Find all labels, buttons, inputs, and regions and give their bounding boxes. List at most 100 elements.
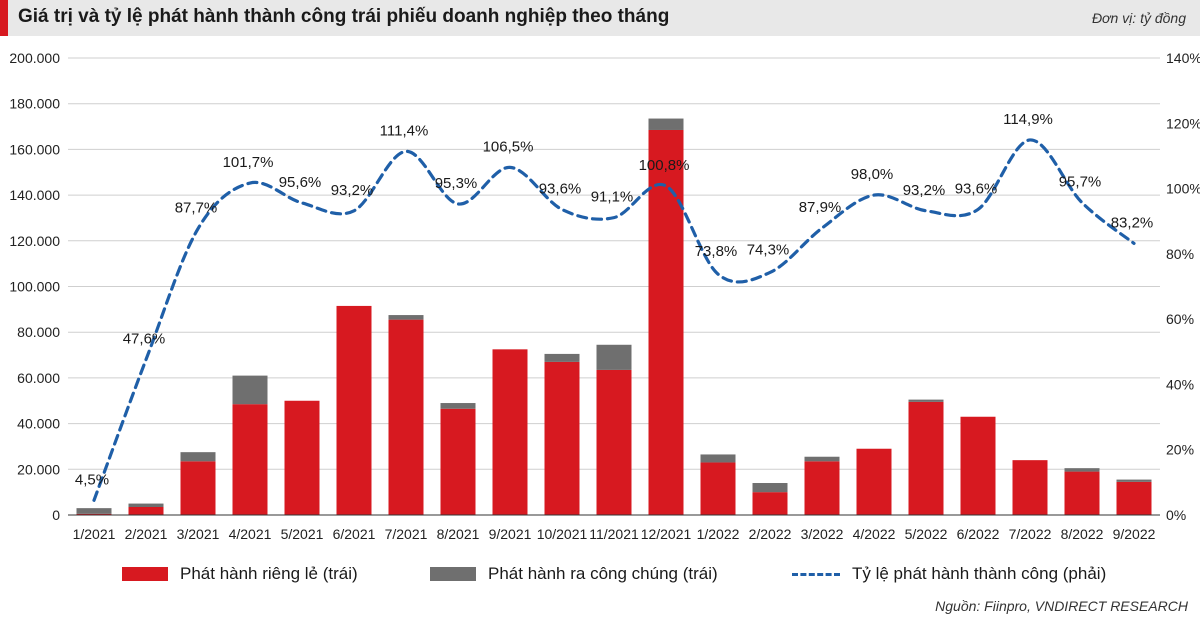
rate-data-label: 4,5% — [75, 471, 109, 488]
source-note: Nguồn: Fiinpro, VNDIRECT RESEARCH — [935, 598, 1188, 614]
y-right-tick-label: 80% — [1166, 246, 1194, 262]
bar-private — [128, 507, 164, 515]
bar-public — [1116, 479, 1152, 482]
bar-private — [1064, 471, 1100, 515]
legend-item-public: Phát hành ra công chúng (trái) — [430, 562, 718, 586]
x-tick-label: 6/2021 — [333, 526, 376, 542]
rate-data-label: 73,8% — [695, 243, 738, 260]
x-tick-label: 12/2021 — [641, 526, 692, 542]
legend: Phát hành riêng lẻ (trái) Phát hành ra c… — [0, 562, 1200, 592]
y-left-tick-label: 20.000 — [17, 461, 60, 477]
rate-data-label: 106,5% — [483, 138, 534, 155]
bar-public — [544, 353, 580, 362]
x-tick-label: 4/2021 — [229, 526, 272, 542]
y-left-tick-label: 180.000 — [9, 96, 60, 112]
rate-data-label: 87,9% — [799, 199, 842, 216]
x-tick-label: 8/2022 — [1061, 526, 1104, 542]
y-right-tick-label: 0% — [1166, 507, 1186, 523]
bar-private — [232, 404, 268, 515]
rate-data-label: 95,7% — [1059, 174, 1102, 191]
bar-public — [440, 403, 476, 409]
y-right-tick-label: 60% — [1166, 311, 1194, 327]
bar-public — [804, 456, 840, 462]
bar-public — [1064, 468, 1100, 472]
chart-header: Giá trị và tỷ lệ phát hành thành công tr… — [0, 0, 1200, 36]
legend-label-rate: Tỷ lệ phát hành thành công (phải) — [852, 564, 1107, 583]
x-tick-label: 5/2022 — [905, 526, 948, 542]
x-tick-label: 9/2022 — [1113, 526, 1156, 542]
rate-data-label: 87,7% — [175, 200, 218, 217]
rate-data-label: 95,3% — [435, 175, 478, 192]
labels-layer: 4,5% 47,6% 87,7% 101,7% 95,6% 93,2% 111,4% 95,3… — [75, 111, 1153, 488]
y-left-tick-label: 160.000 — [9, 141, 60, 157]
x-tick-label: 8/2021 — [437, 526, 480, 542]
bar-private — [908, 401, 944, 515]
rate-data-label: 93,6% — [539, 180, 582, 197]
y-left-tick-label: 200.000 — [9, 50, 60, 66]
bar-private — [804, 461, 840, 515]
rate-data-label: 100,8% — [639, 157, 690, 174]
y-right-tick-label: 100% — [1166, 181, 1200, 197]
y-right-tick-label: 20% — [1166, 442, 1194, 458]
bar-public — [908, 399, 944, 402]
bar-private — [1116, 481, 1152, 515]
bars-layer — [76, 118, 1152, 515]
x-tick-label: 2/2022 — [749, 526, 792, 542]
x-tick-label: 7/2022 — [1009, 526, 1052, 542]
y-left-tick-label: 140.000 — [9, 187, 60, 203]
bar-private — [440, 408, 476, 515]
rate-data-label: 111,4% — [380, 122, 429, 139]
bar-private — [700, 462, 736, 515]
line-layer — [92, 138, 1136, 502]
legend-item-rate: Tỷ lệ phát hành thành công (phải) — [792, 562, 1106, 586]
bar-private — [752, 492, 788, 515]
rate-data-label: 95,6% — [279, 174, 322, 191]
y-right-tick-label: 40% — [1166, 376, 1194, 392]
y-left-tick-label: 40.000 — [17, 416, 60, 432]
legend-swatch-public — [430, 567, 476, 581]
bar-private — [856, 448, 892, 515]
bar-private — [596, 369, 632, 515]
bar-public — [700, 454, 736, 463]
y-right-tick-label: 120% — [1166, 115, 1200, 131]
y-right-tick-label: 140% — [1166, 50, 1200, 66]
bar-private — [648, 129, 684, 515]
y-left-tick-label: 80.000 — [17, 324, 60, 340]
unit-label: Đơn vị: tỷ đồng — [1091, 10, 1186, 26]
x-tick-label: 6/2022 — [957, 526, 1000, 542]
bar-public — [180, 452, 216, 462]
bar-public — [752, 483, 788, 493]
rate-data-label: 98,0% — [851, 166, 894, 183]
rate-data-label: 83,2% — [1111, 214, 1154, 231]
x-tick-label: 1/2021 — [73, 526, 116, 542]
x-tick-label: 7/2021 — [385, 526, 428, 542]
bar-private — [544, 361, 580, 515]
x-tick-label: 10/2021 — [537, 526, 588, 542]
x-tick-label: 3/2021 — [177, 526, 220, 542]
bar-private — [388, 319, 424, 515]
bar-private — [284, 400, 320, 515]
bar-public — [76, 508, 112, 514]
y-left-tick-label: 60.000 — [17, 370, 60, 386]
legend-swatch-rate — [792, 572, 840, 576]
bar-public — [596, 344, 632, 370]
y-left-tick-label: 0 — [52, 507, 60, 523]
rate-data-label: 93,6% — [955, 180, 998, 197]
x-tick-label: 11/2021 — [589, 526, 639, 542]
rate-data-label: 91,1% — [591, 189, 634, 206]
bar-private — [492, 349, 528, 515]
chart-title: Giá trị và tỷ lệ phát hành thành công tr… — [18, 6, 670, 27]
rate-data-label: 47,6% — [123, 331, 166, 348]
bar-private — [336, 305, 372, 515]
bar-private — [960, 416, 996, 515]
rate-data-label: 114,9% — [1003, 111, 1053, 128]
bar-public — [128, 503, 164, 508]
x-tick-label: 4/2022 — [853, 526, 896, 542]
legend-item-private: Phát hành riêng lẻ (trái) — [122, 562, 358, 586]
rate-data-label: 74,3% — [747, 241, 790, 258]
bond-issuance-chart: 0 20.000 40.000 60.000 80.000 100.000 120.000 1… — [9, 50, 1200, 542]
bar-private — [76, 513, 112, 515]
bar-private — [1012, 460, 1048, 515]
bar-private — [180, 461, 216, 515]
bar-public — [232, 375, 268, 405]
